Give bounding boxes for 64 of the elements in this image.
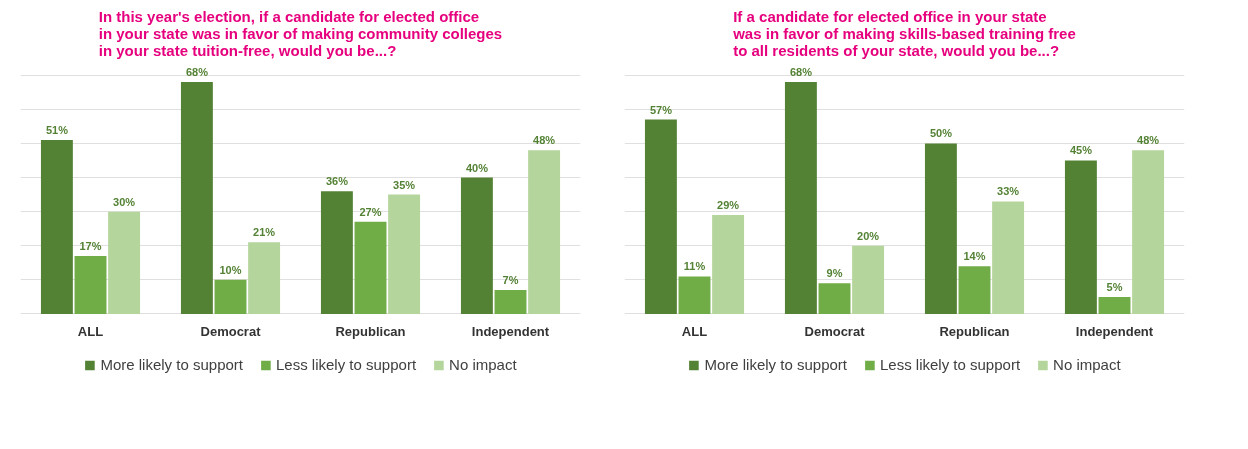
- legend-label: More likely to support: [704, 356, 847, 373]
- chart-title: In this year's election, if a candidate for elected office in your state was in favor of making community colleges in your state tuition-free, would you be...?: [98, 7, 503, 59]
- data-label: 35%: [393, 178, 416, 191]
- data-label: 29%: [717, 199, 740, 212]
- bar: [528, 150, 561, 314]
- data-label: 21%: [253, 226, 276, 239]
- bar: [924, 143, 957, 314]
- bar: [180, 82, 213, 314]
- bar: [388, 194, 421, 314]
- x-tick-label: ALL: [681, 323, 708, 339]
- data-label: 51%: [45, 124, 69, 137]
- data-label: 27%: [359, 205, 382, 218]
- data-label: 5%: [1106, 280, 1123, 293]
- bar: [784, 82, 817, 314]
- bar: [1132, 150, 1165, 314]
- bar: [852, 245, 885, 314]
- data-label: 57%: [649, 103, 673, 116]
- bar: [214, 279, 247, 314]
- bar: [354, 221, 387, 314]
- data-label: 50%: [929, 127, 953, 140]
- bar: [248, 242, 281, 314]
- bar: [644, 119, 677, 314]
- x-tick-label: Democrat: [804, 323, 866, 339]
- legend-label: Less likely to support: [879, 356, 1021, 373]
- data-label: 11%: [683, 260, 706, 273]
- chart-title: If a candidate for elected office in your state was in favor of making skills-based training free to all residents of your state, would you be...?: [732, 7, 1076, 59]
- data-label: 48%: [533, 134, 556, 147]
- x-tick-label: Republican: [939, 323, 1010, 339]
- data-label: 9%: [826, 267, 843, 280]
- data-label: 40%: [465, 161, 489, 174]
- x-tick-label: ALL: [77, 323, 104, 339]
- x-tick-label: Democrat: [200, 323, 262, 339]
- bar: [108, 211, 141, 314]
- bar: [678, 276, 711, 314]
- data-label: 68%: [789, 66, 813, 79]
- bar: [460, 177, 493, 314]
- legend-label: No impact: [449, 356, 517, 373]
- data-label: 17%: [79, 239, 102, 252]
- bar: [1064, 160, 1097, 314]
- legend-label: No impact: [1053, 356, 1121, 373]
- data-label: 45%: [1069, 144, 1093, 157]
- bar: [992, 201, 1025, 314]
- legend-label: Less likely to support: [275, 356, 417, 373]
- data-label: 7%: [502, 274, 519, 287]
- x-tick-label: Independent: [471, 323, 550, 339]
- bar: [74, 255, 107, 314]
- legend-label: More likely to support: [100, 356, 243, 373]
- x-tick-label: Independent: [1075, 323, 1154, 339]
- bar: [712, 215, 745, 314]
- data-label: 10%: [219, 263, 242, 276]
- bar: [494, 290, 527, 314]
- data-label: 36%: [325, 175, 349, 188]
- data-label: 33%: [997, 185, 1020, 198]
- data-label: 30%: [113, 195, 136, 208]
- bar: [958, 266, 991, 314]
- data-label: 68%: [185, 66, 209, 79]
- bar: [40, 140, 73, 314]
- bar: [818, 283, 851, 314]
- bar: [320, 191, 353, 314]
- x-tick-label: Republican: [335, 323, 406, 339]
- data-label: 14%: [963, 250, 986, 263]
- bar: [1098, 296, 1131, 314]
- data-label: 48%: [1137, 134, 1160, 147]
- data-label: 20%: [857, 229, 880, 242]
